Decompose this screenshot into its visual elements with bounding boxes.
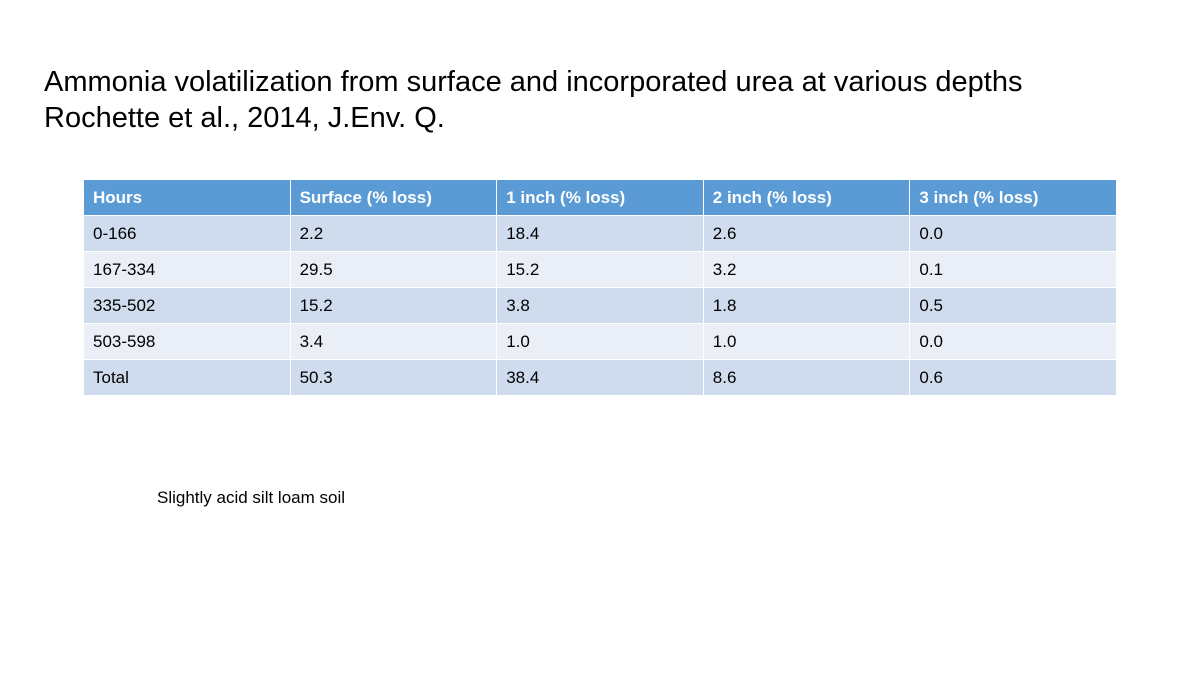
table-cell: 1.0 [702,323,911,360]
table-cell: 18.4 [496,215,704,252]
header-1-inch: 1 inch (% loss) [496,179,704,216]
header-hours: Hours [83,179,291,216]
table-cell: 29.5 [289,251,498,288]
header-3-inch: 3 inch (% loss) [909,179,1117,216]
table-cell: 0.0 [909,215,1117,252]
table-row: 167-334 29.5 15.2 3.2 0.1 [83,251,1117,288]
table-row: 503-598 3.4 1.0 1.0 0.0 [83,323,1117,360]
table-cell: 0-166 [83,215,291,252]
soil-note: Slightly acid silt loam soil [157,488,346,507]
table-cell: 503-598 [83,323,291,360]
table-row: 335-502 15.2 3.8 1.8 0.5 [83,287,1117,324]
table-header-row: Hours Surface (% loss) 1 inch (% loss) 2… [83,179,1117,216]
table-cell: 15.2 [496,251,704,288]
table-cell: 1.0 [496,323,704,360]
slide-title: Ammonia volatilization from surface and … [44,64,1164,136]
table-row-total: Total 50.3 38.4 8.6 0.6 [83,359,1117,396]
table-cell: 2.2 [289,215,498,252]
loss-table: Hours Surface (% loss) 1 inch (% loss) 2… [83,179,1117,396]
table-cell: 50.3 [289,359,498,396]
table-cell: 0.5 [909,287,1117,324]
table-cell: 0.6 [909,359,1117,396]
header-2-inch: 2 inch (% loss) [702,179,911,216]
table-cell: 2.6 [702,215,911,252]
table-cell: 1.8 [702,287,911,324]
table-cell: 335-502 [83,287,291,324]
table-cell: 15.2 [289,287,498,324]
table-cell: 3.2 [702,251,911,288]
table-cell: Total [83,359,291,396]
table-cell: 0.0 [909,323,1117,360]
title-line-2: Rochette et al., 2014, J.Env. Q. [44,102,445,134]
title-line-1: Ammonia volatilization from surface and … [44,66,1023,98]
table-cell: 8.6 [702,359,911,396]
table-cell: 167-334 [83,251,291,288]
table-cell: 3.8 [496,287,704,324]
header-surface: Surface (% loss) [289,179,498,216]
table-cell: 3.4 [289,323,498,360]
table-cell: 0.1 [909,251,1117,288]
table-cell: 38.4 [496,359,704,396]
table-row: 0-166 2.2 18.4 2.6 0.0 [83,215,1117,252]
